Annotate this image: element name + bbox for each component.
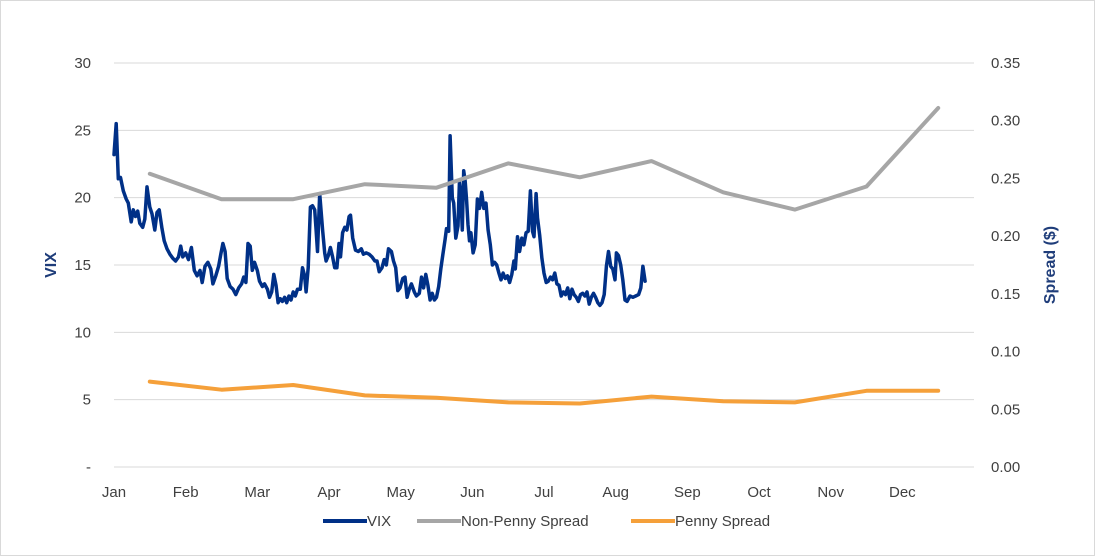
month-tick-label: Apr xyxy=(317,484,340,501)
month-tick-label: May xyxy=(386,484,415,501)
month-tick-label: Jul xyxy=(534,484,553,501)
right-tick-label: 0.35 xyxy=(991,55,1020,72)
month-tick-label: Feb xyxy=(173,484,199,501)
right-tick-label: 0.05 xyxy=(991,401,1020,418)
left-tick-label: 5 xyxy=(83,392,91,409)
right-tick-label: 0.20 xyxy=(991,228,1020,245)
right-tick-label: 0.10 xyxy=(991,344,1020,361)
right-axis-title: Spread ($) xyxy=(1042,226,1059,304)
right-tick-label: 0.25 xyxy=(991,170,1020,187)
legend-label-vix: VIX xyxy=(367,513,391,530)
legend-label-non-penny-spread: Non-Penny Spread xyxy=(461,513,589,530)
tick-labels: - 5 10 15 20 25 30 0.00 0.05 0.10 0.15 0.20 0.25 0.30… xyxy=(74,55,1020,501)
left-axis-title: VIX xyxy=(43,252,60,278)
series-line-non-penny-spread xyxy=(147,106,941,212)
left-tick-label: 10 xyxy=(74,324,91,341)
series-line-vix xyxy=(112,121,647,308)
series-lines xyxy=(112,106,941,406)
right-tick-label: 0.00 xyxy=(991,459,1020,476)
series-line-penny-spread xyxy=(147,379,941,406)
left-tick-label: 25 xyxy=(74,122,91,139)
right-tick-label: 0.15 xyxy=(991,286,1020,303)
legend-label-penny-spread: Penny Spread xyxy=(675,513,770,530)
right-tick-label: 0.30 xyxy=(991,113,1020,130)
month-tick-label: Oct xyxy=(747,484,771,501)
month-tick-label: Nov xyxy=(817,484,844,501)
left-tick-label: 20 xyxy=(74,190,91,207)
left-tick-label: 15 xyxy=(74,257,91,274)
legend: VIX Non-Penny Spread Penny Spread xyxy=(323,513,770,530)
month-tick-label: Jun xyxy=(460,484,484,501)
month-tick-label: Sep xyxy=(674,484,701,501)
left-tick-label: 30 xyxy=(74,55,91,72)
month-tick-label: Jan xyxy=(102,484,126,501)
month-tick-label: Aug xyxy=(602,484,629,501)
month-tick-label: Mar xyxy=(244,484,270,501)
month-tick-label: Dec xyxy=(889,484,916,501)
left-tick-label: - xyxy=(86,459,91,476)
